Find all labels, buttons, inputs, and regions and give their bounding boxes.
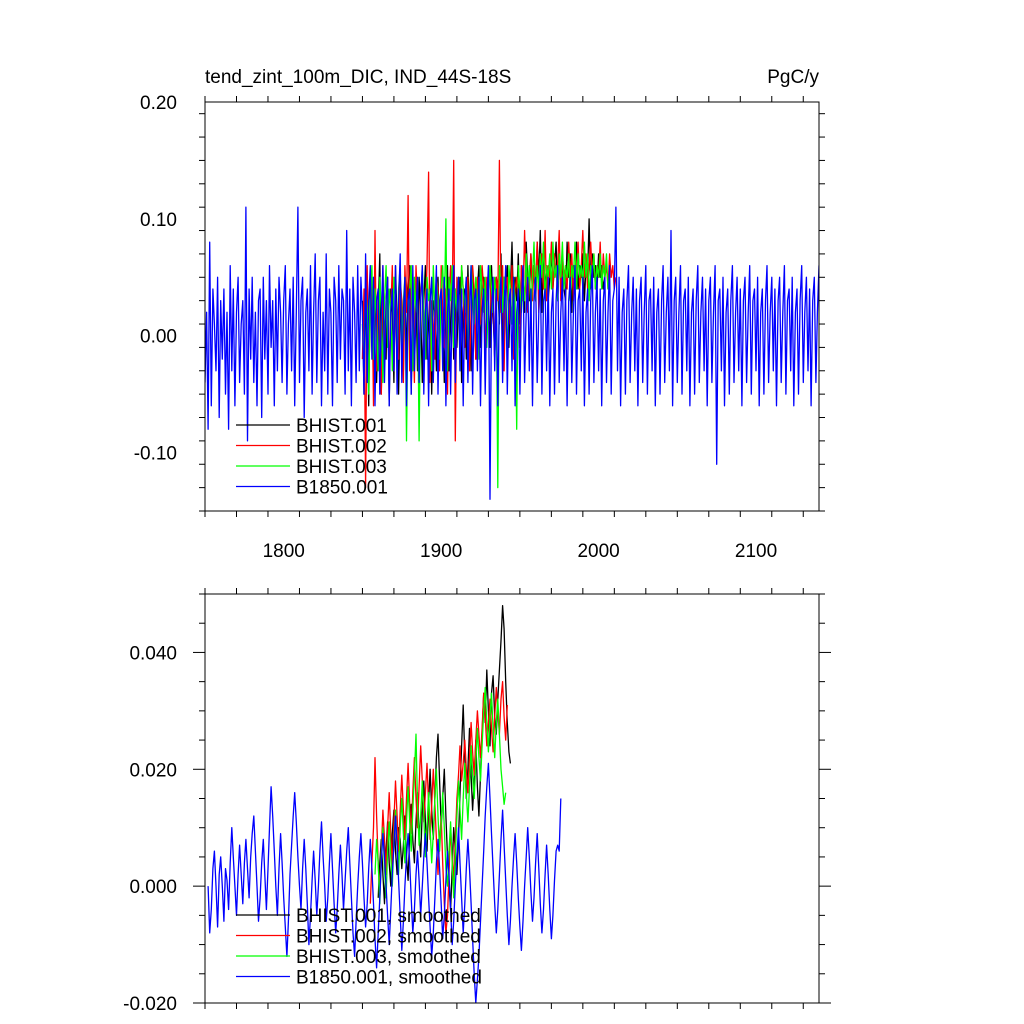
legend-label-1: BHIST.002 [296,437,387,458]
x-tick-label: 1900 [420,541,462,562]
x-tick-label: 2100 [735,541,777,562]
x-tick-label: 2000 [577,541,619,562]
series-lines [207,605,562,1003]
y-tick-label: 0.020 [129,760,177,781]
legend-label-1: BHIST.002, smoothed [296,927,481,948]
y-tick-label: 0.10 [140,210,177,231]
legend-label-3: B1850.001, smoothed [296,968,482,989]
y-tick-label: 0.00 [140,327,177,348]
y-tick-label: -0.10 [134,444,177,465]
top-panel-chart: -0.10 0.00 0.10 0.20 1800 1900 2000 2100 tend_zi… [134,67,825,562]
plot-frame [204,101,820,512]
legend-label-2: BHIST.003 [296,457,387,478]
series-line-3 [205,206,819,500]
legend-label-2: BHIST.003, smoothed [296,947,481,968]
units-label: PgC/y [767,67,819,88]
x-tick-label: 1800 [263,541,305,562]
y-tick-label: 0.20 [140,93,177,114]
series-line-3 [207,762,562,1003]
y-tick-label: -0.020 [123,994,177,1015]
legend-label-3: B1850.001 [296,478,388,499]
axis-ticks [199,96,825,517]
chart-title: tend_zint_100m_DIC, IND_44S-18S [205,67,511,88]
legend-label-0: BHIST.001 [296,416,387,437]
bottom-panel-chart: -0.020 0.000 0.020 0.040 BHIST.001, smoothed… [123,588,831,1015]
axis-ticks [193,588,831,1009]
y-tick-label: 0.000 [129,877,177,898]
series-lines [205,159,819,500]
legend-label-0: BHIST.001, smoothed [296,906,481,927]
y-tick-label: 0.040 [129,643,177,664]
